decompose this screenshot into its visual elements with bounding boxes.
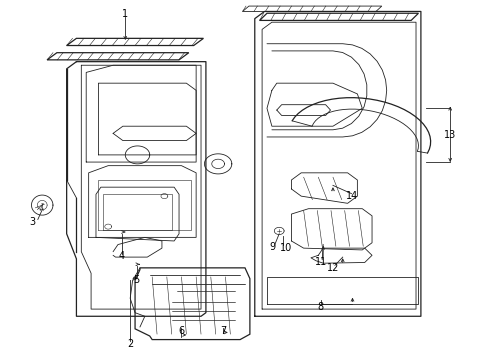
Text: 11: 11 <box>315 257 327 267</box>
Text: 8: 8 <box>318 302 324 312</box>
Polygon shape <box>67 39 203 45</box>
Text: 2: 2 <box>127 339 133 349</box>
Text: 3: 3 <box>29 217 35 227</box>
Polygon shape <box>135 268 250 339</box>
Text: 4: 4 <box>119 251 125 261</box>
Polygon shape <box>47 53 189 60</box>
Text: 6: 6 <box>178 325 185 336</box>
Polygon shape <box>260 13 418 21</box>
Text: 10: 10 <box>280 243 292 253</box>
Text: 9: 9 <box>270 242 275 252</box>
Text: 14: 14 <box>346 191 359 201</box>
Text: 12: 12 <box>327 263 339 273</box>
Polygon shape <box>243 6 382 12</box>
Text: 7: 7 <box>220 325 226 336</box>
Text: 5: 5 <box>133 275 140 285</box>
Text: 1: 1 <box>122 9 128 19</box>
Text: 13: 13 <box>444 130 456 140</box>
